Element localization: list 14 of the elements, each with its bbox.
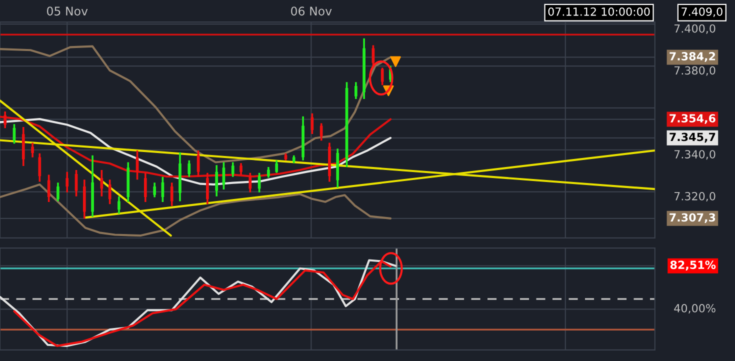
text: 07.11.12 10:00:00: [548, 7, 650, 16]
x-tick-label: 06 Nov: [291, 6, 332, 16]
y-tick-label: 82,51%: [670, 260, 716, 270]
y-tick-label: 40,00%: [674, 304, 716, 314]
x-tick-label: 05 Nov: [46, 6, 88, 16]
y-tick-label: 7.380,0: [674, 66, 716, 76]
y-tick-label: 7.354,6: [670, 114, 716, 124]
text: 7.409,0: [682, 7, 722, 17]
y-tick-label: 7.340,0: [674, 150, 716, 160]
y-tick-label: 7.345,7: [670, 132, 716, 143]
y-tick-label: 7.320,0: [674, 192, 716, 202]
y-tick-label: 7.307,3: [670, 213, 716, 224]
y-tick-label: 7.400,0: [674, 24, 716, 34]
y-tick-label: 7.384,2: [670, 52, 716, 62]
